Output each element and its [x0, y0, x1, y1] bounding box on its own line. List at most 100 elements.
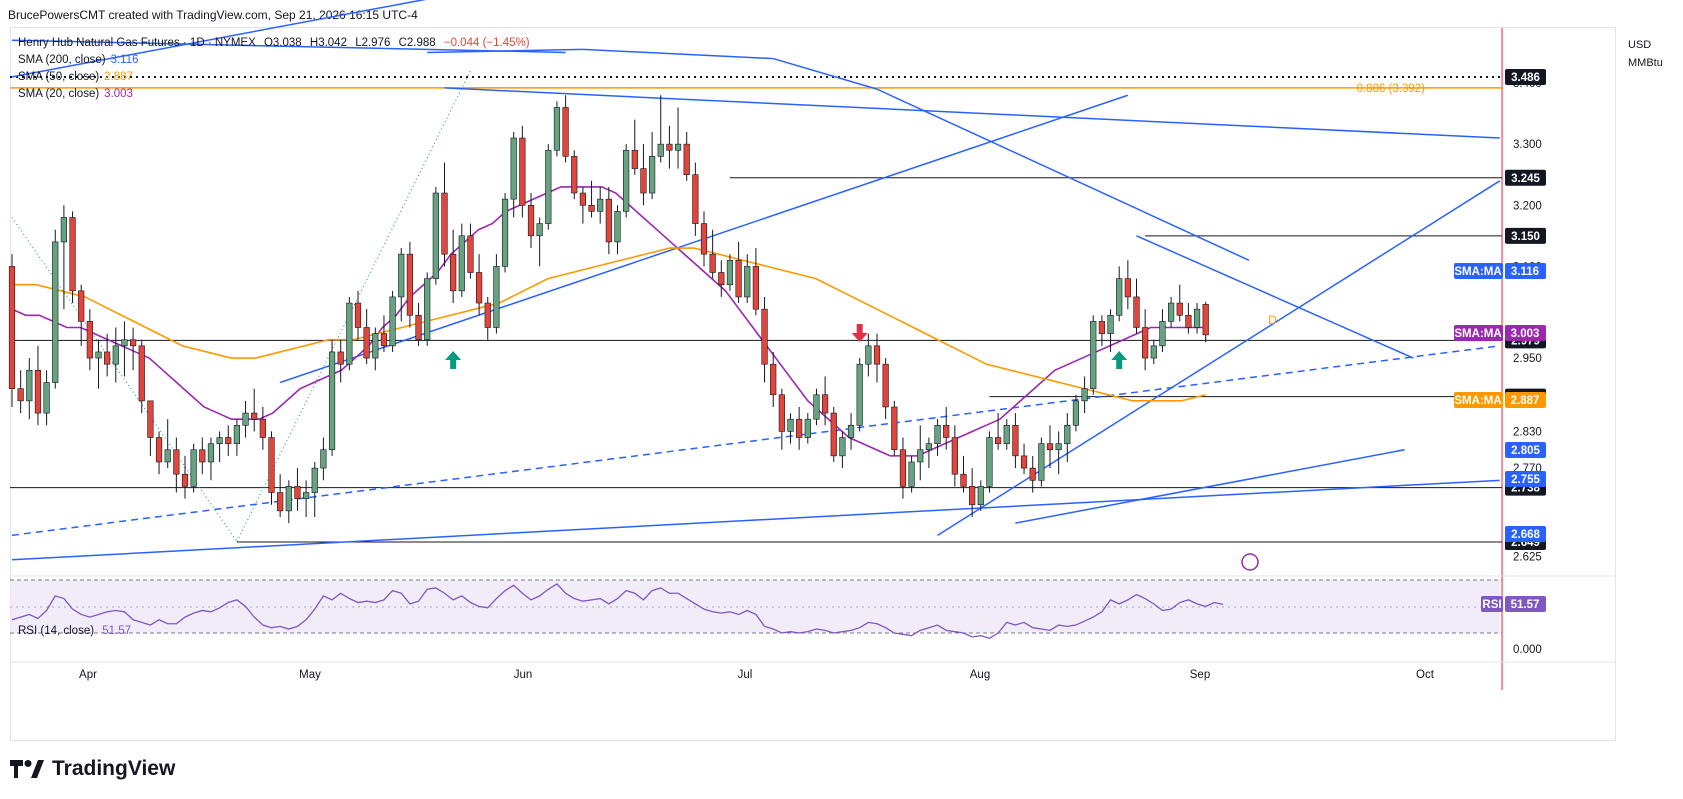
candle: [925, 437, 932, 469]
candle-body: [372, 333, 379, 359]
legend-sma50[interactable]: SMA (50, close) 2.887: [18, 69, 530, 86]
close-value: C2.988: [398, 37, 436, 49]
candle: [873, 333, 881, 383]
candle: [458, 223, 465, 297]
down-arrow-marker: [851, 324, 868, 342]
candle: [804, 413, 811, 444]
price-tag-2755-bg: [1505, 471, 1546, 487]
candle-body: [588, 204, 595, 212]
candle-body: [683, 143, 690, 175]
candle-body: [1012, 425, 1019, 457]
candle-body: [856, 363, 863, 426]
candle-body: [1159, 321, 1166, 347]
candle: [683, 131, 690, 181]
candle: [882, 358, 889, 420]
candle-body: [752, 266, 759, 310]
candle-body: [1098, 321, 1105, 334]
legend-sma200[interactable]: SMA (200, close) 3.116: [18, 52, 530, 69]
sma50-value: 2.887: [104, 71, 133, 83]
candle-body: [1029, 467, 1036, 481]
candle: [1020, 443, 1028, 475]
candle: [510, 131, 517, 218]
candle-body: [1020, 455, 1028, 469]
candle-body: [1072, 400, 1080, 426]
candle-body: [640, 168, 647, 194]
candle-body: [43, 382, 50, 414]
candle-body: [891, 406, 898, 451]
legend-rsi[interactable]: RSI (14, close) 51.57: [18, 625, 131, 637]
trendline-5: [444, 87, 1500, 139]
candle: [104, 333, 111, 377]
trendline-12: [11, 345, 1500, 537]
candle: [709, 229, 716, 279]
level-tag-3245: 3.245: [1505, 169, 1546, 186]
candle: [1072, 394, 1080, 432]
legend-sma20[interactable]: SMA (20, close) 3.003: [18, 86, 530, 103]
candle-body: [778, 394, 785, 432]
month-label: Oct: [1416, 669, 1435, 681]
candle: [666, 125, 673, 169]
candle: [899, 437, 907, 499]
candle-body: [432, 192, 439, 279]
candle-body: [354, 302, 362, 328]
candle: [415, 303, 422, 346]
candle-body: [311, 467, 318, 493]
candle-body: [1168, 302, 1175, 322]
candle: [277, 474, 284, 517]
candle: [173, 437, 180, 493]
candle-body: [190, 449, 197, 487]
candle-body: [969, 486, 976, 506]
candle-body: [380, 333, 388, 347]
candle: [372, 327, 379, 371]
candle-body: [882, 363, 889, 408]
trendline-2: [427, 48, 583, 54]
candle-body: [406, 253, 414, 316]
candle: [147, 400, 154, 456]
candle: [917, 425, 924, 481]
rsi-tag-label: RSI: [1482, 599, 1501, 611]
candle: [527, 193, 535, 249]
candle: [934, 419, 941, 456]
candle: [614, 205, 621, 255]
candle-body: [726, 259, 734, 286]
candle-body: [268, 437, 275, 493]
candle: [657, 95, 664, 163]
candle: [398, 248, 405, 322]
candle-body: [121, 339, 128, 347]
candle: [493, 254, 500, 334]
candle: [354, 290, 362, 340]
candles: [8, 95, 1209, 524]
candle: [1029, 455, 1036, 493]
tradingview-logo[interactable]: TradingView: [10, 757, 175, 781]
rsi-tag-label-bg: [1481, 596, 1503, 612]
candle: [60, 205, 67, 310]
candle-body: [1202, 303, 1209, 336]
grid-layer: [10, 28, 1616, 690]
currency-unit-selector[interactable]: USD MMBtu: [1628, 36, 1663, 72]
candle-body: [1038, 443, 1045, 481]
candle-body: [450, 253, 457, 292]
candle: [1193, 303, 1201, 334]
candle-body: [34, 369, 42, 414]
candle-body: [1081, 388, 1088, 402]
rsi-tag: RSI 51.57: [1481, 596, 1546, 612]
candle-body: [1176, 302, 1183, 316]
candle-body: [8, 266, 16, 389]
candle: [26, 358, 33, 420]
candle-body: [225, 437, 232, 444]
candle-body: [787, 418, 794, 432]
candle: [1159, 309, 1166, 352]
legend: Henry Hub Natural Gas Futures · 1D · NYM…: [18, 35, 530, 103]
trendline-10: [11, 479, 1500, 561]
rsi-tag-value-bg: [1505, 596, 1546, 612]
candle-body: [943, 425, 950, 438]
ma-tag-label: SMA:MA: [1454, 328, 1501, 340]
candle: [908, 455, 915, 493]
candle: [294, 468, 301, 511]
candle-body: [259, 418, 266, 438]
candle-body: [674, 143, 682, 151]
candle: [190, 443, 197, 493]
candle-body: [363, 327, 370, 359]
candle: [34, 345, 42, 426]
